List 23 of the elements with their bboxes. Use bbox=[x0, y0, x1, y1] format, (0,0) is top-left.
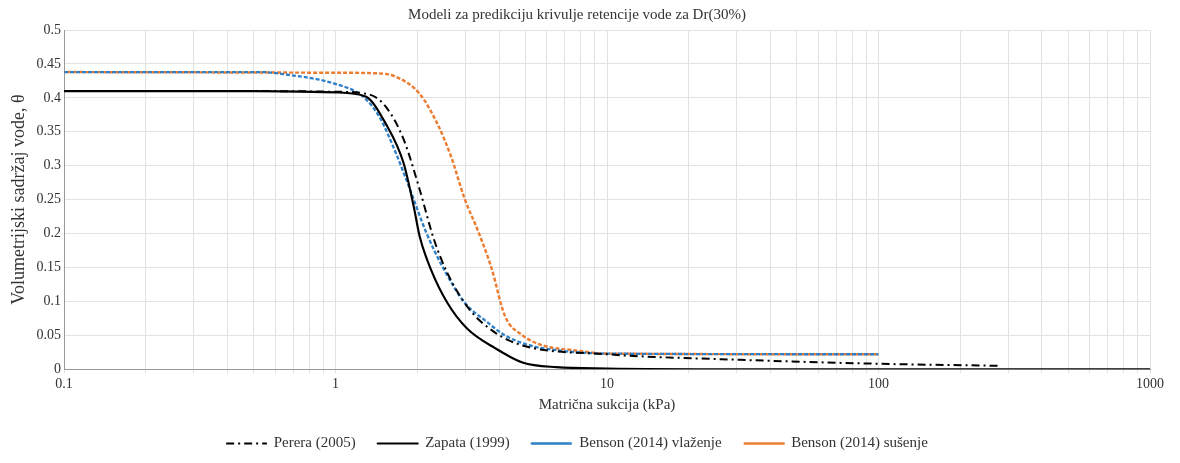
y-tick-label: 0.5 bbox=[43, 21, 62, 37]
x-tick-label: 1000 bbox=[1136, 376, 1164, 392]
chart-title: Modeli za predikciju krivulje retencije vode za Dr(30%) bbox=[408, 5, 746, 23]
x-tick-label: 1 bbox=[332, 376, 340, 392]
y-tick-label: 0.25 bbox=[36, 191, 62, 207]
y-tick-label: 0.4 bbox=[43, 89, 62, 105]
legend-label: Benson (2014) vlaženje bbox=[579, 434, 723, 452]
x-tick-label: 10 bbox=[600, 376, 615, 392]
x-tick-label: 0.1 bbox=[55, 376, 73, 392]
y-tick-label: 0.3 bbox=[43, 157, 62, 173]
y-tick-label: 0.05 bbox=[36, 326, 62, 342]
y-tick-label: 0.1 bbox=[43, 293, 62, 309]
x-tick-label: 100 bbox=[868, 376, 890, 392]
legend-label: Zapata (1999) bbox=[425, 434, 510, 452]
legend-label: Perera (2005) bbox=[273, 434, 356, 452]
y-tick-label: 0.35 bbox=[36, 123, 62, 139]
y-tick-label: 0.15 bbox=[36, 259, 62, 275]
y-tick-label: 0 bbox=[54, 360, 62, 376]
legend-label: Benson (2014) sušenje bbox=[791, 434, 929, 452]
y-axis-title: Volumetrijski sadržaj vode, θ bbox=[7, 94, 28, 305]
x-axis-title: Matrična sukcija (kPa) bbox=[538, 395, 676, 413]
y-tick-label: 0.45 bbox=[36, 55, 62, 71]
y-tick-label: 0.2 bbox=[43, 225, 62, 241]
